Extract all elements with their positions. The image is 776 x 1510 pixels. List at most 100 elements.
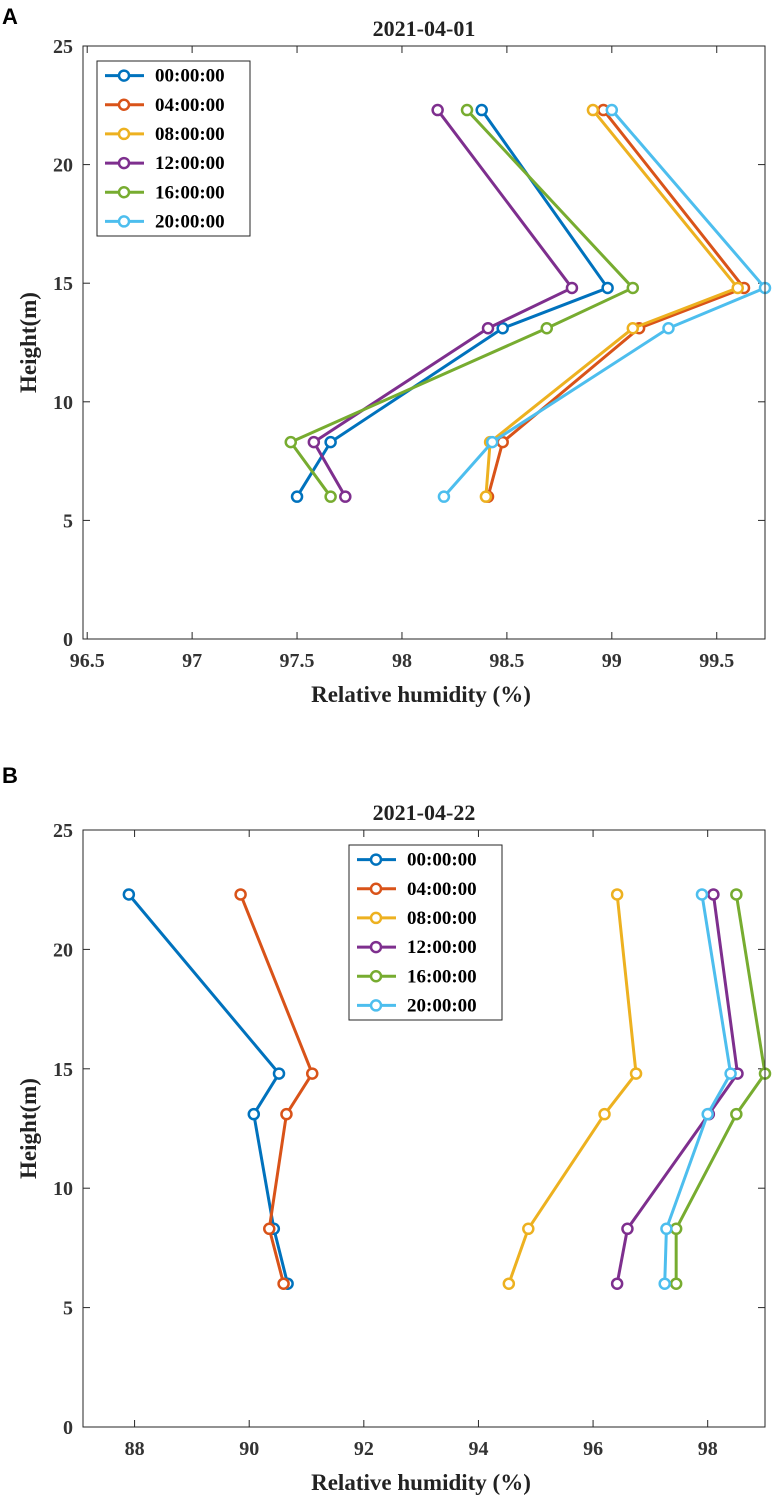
- data-point: [626, 281, 640, 295]
- data-point: [263, 1222, 276, 1236]
- legend-swatch-marker: [117, 156, 131, 170]
- data-point: [247, 1107, 261, 1121]
- legend-swatch-marker: [369, 940, 383, 954]
- y-tick-label: 5: [63, 1298, 73, 1320]
- y-tick-label: 15: [53, 1059, 73, 1081]
- legend-box: [96, 60, 251, 237]
- data-point: [339, 490, 352, 503]
- legend-entry: 04:00:00: [155, 95, 225, 116]
- y-tick-label: 10: [53, 392, 73, 414]
- data-point: [122, 888, 136, 901]
- data-point: [626, 322, 640, 335]
- legend-swatch-marker: [117, 127, 131, 141]
- x-tick-label: 99.5: [699, 650, 734, 672]
- chart-panel-b: 2021-04-22 88 90 92 94 96 98 0 5 10 15 20 25 Relative…: [16, 800, 772, 1495]
- data-point: [601, 281, 614, 295]
- data-point: [324, 490, 337, 503]
- x-tick-label: 99: [602, 650, 622, 672]
- data-point: [437, 490, 451, 503]
- data-point: [658, 1277, 671, 1290]
- data-point: [660, 1222, 673, 1236]
- legend-swatch-marker: [369, 853, 383, 866]
- y-tick-label: 20: [53, 939, 73, 961]
- data-point: [522, 1222, 535, 1236]
- data-point: [586, 103, 600, 117]
- plot-border: [82, 45, 766, 640]
- data-point: [272, 1067, 286, 1080]
- data-point: [730, 1107, 743, 1121]
- y-tick-label: 25: [53, 820, 73, 842]
- data-point: [502, 1277, 516, 1290]
- y-axis-label: Height(m): [16, 292, 41, 393]
- legend-entry: 04:00:00: [407, 879, 477, 900]
- legend-entry: 12:00:00: [155, 153, 225, 174]
- legend-entry: 16:00:00: [407, 966, 477, 987]
- data-point: [479, 490, 493, 503]
- legend-entry: 12:00:00: [407, 937, 477, 958]
- x-axis-label: Relative humidity (%): [311, 682, 531, 707]
- data-point: [598, 1107, 611, 1121]
- data-point: [621, 1222, 634, 1236]
- legend-entry: 08:00:00: [407, 908, 477, 929]
- legend-swatch-marker: [369, 999, 383, 1012]
- y-tick-label: 20: [53, 155, 73, 177]
- data-point: [496, 322, 509, 335]
- y-tick-label: 15: [53, 273, 73, 295]
- data-point: [730, 888, 743, 901]
- legend-entry: 08:00:00: [155, 124, 225, 145]
- data-point: [540, 322, 554, 335]
- data-point: [324, 435, 337, 449]
- data-point: [234, 888, 247, 901]
- y-tick-label: 0: [63, 1417, 73, 1439]
- x-tick-label: 90: [239, 1438, 259, 1460]
- data-point: [431, 103, 444, 117]
- x-tick-label: 98: [698, 1438, 718, 1460]
- legend-swatch-marker: [369, 970, 383, 983]
- data-point: [277, 1277, 290, 1290]
- y-tick-label: 25: [53, 36, 73, 58]
- data-point: [460, 103, 474, 117]
- data-point: [731, 281, 744, 295]
- data-point: [280, 1107, 293, 1121]
- data-point: [290, 490, 304, 503]
- x-tick-label: 96.5: [70, 650, 105, 672]
- data-point: [305, 1067, 319, 1080]
- x-tick-label: 98: [392, 650, 412, 672]
- y-axis-label: Height(m): [16, 1078, 41, 1179]
- data-point: [724, 1067, 737, 1080]
- panel-label-a: A: [2, 4, 18, 29]
- legend-box: [348, 844, 503, 1021]
- x-tick-label: 97: [182, 650, 202, 672]
- y-tick-label: 5: [63, 510, 73, 532]
- legend-entry: 20:00:00: [407, 995, 477, 1016]
- legend-swatch-marker: [117, 186, 131, 199]
- x-tick-label: 92: [354, 1438, 374, 1460]
- data-point: [307, 435, 321, 449]
- data-point: [565, 281, 579, 295]
- data-point: [662, 322, 675, 335]
- x-tick-label: 94: [468, 1438, 488, 1460]
- legend-swatch-marker: [369, 911, 383, 925]
- data-point: [475, 103, 488, 117]
- legend-entry: 00:00:00: [155, 66, 225, 87]
- data-point: [610, 888, 624, 901]
- y-tick-label: 0: [63, 629, 73, 651]
- data-point: [481, 322, 495, 335]
- data-point: [610, 1277, 624, 1290]
- x-tick-label: 98.5: [489, 650, 524, 672]
- data-point: [695, 888, 709, 901]
- legend-swatch-marker: [369, 882, 383, 895]
- x-tick-label: 88: [125, 1438, 145, 1460]
- x-tick-label: 97.5: [280, 650, 315, 672]
- legend-entry: 20:00:00: [155, 211, 225, 232]
- data-point: [485, 435, 499, 449]
- data-point: [707, 888, 720, 901]
- data-point: [605, 103, 619, 117]
- chart-title: 2021-04-22: [373, 800, 476, 825]
- data-point: [284, 435, 297, 449]
- legend-swatch-marker: [117, 98, 131, 111]
- data-point: [629, 1067, 643, 1080]
- legend-entry: 16:00:00: [155, 182, 225, 203]
- legend-entry: 00:00:00: [407, 850, 477, 871]
